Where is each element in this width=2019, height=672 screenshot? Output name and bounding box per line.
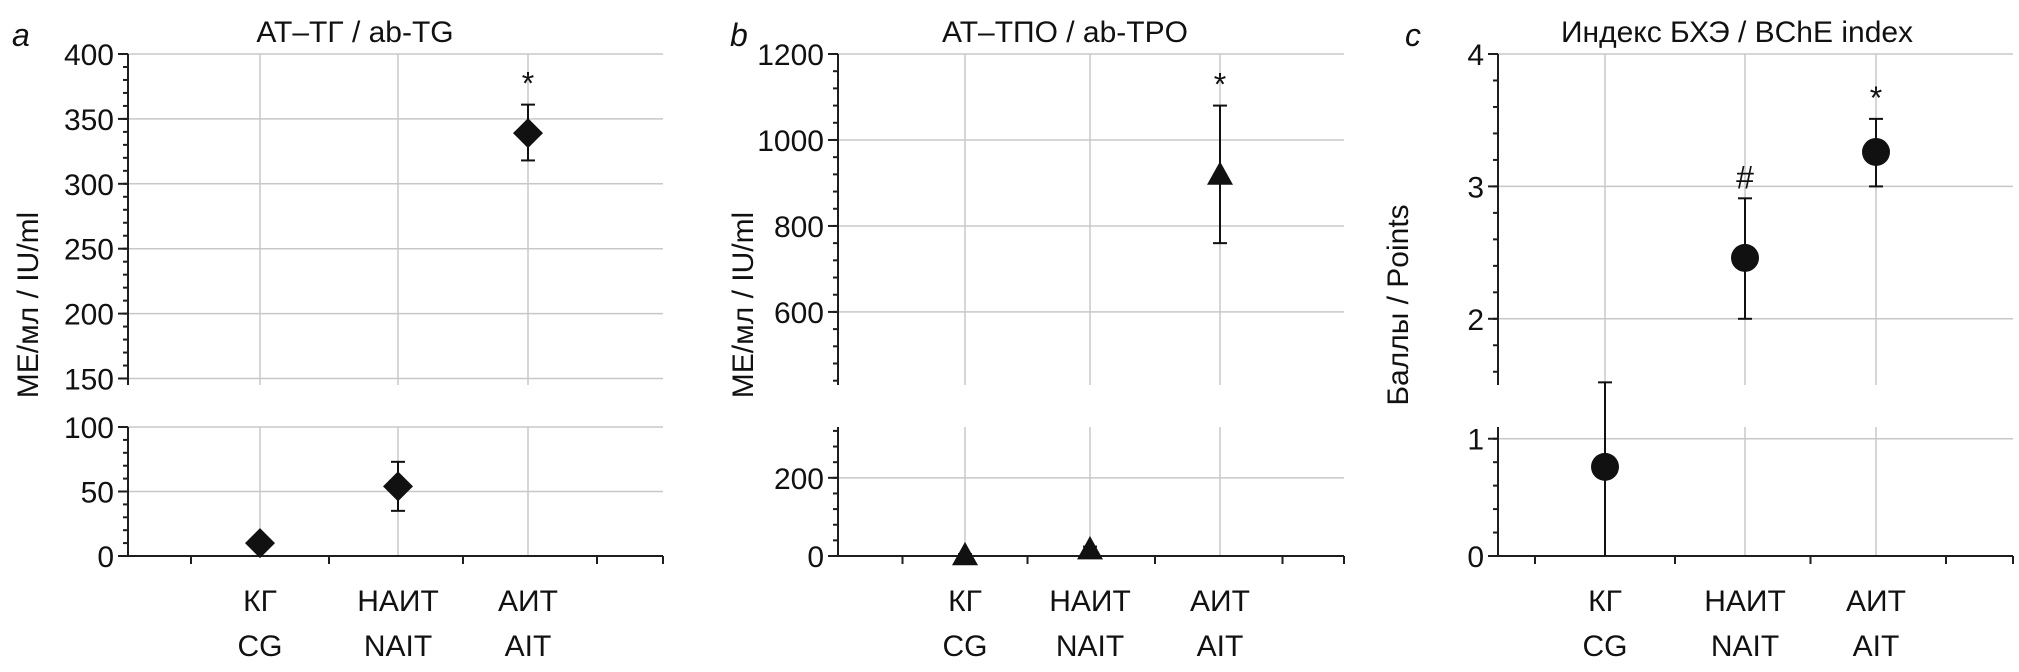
category-label-ru: КГ — [1588, 585, 1622, 618]
y-axis-title: МЕ/мл / IU/ml — [727, 212, 760, 398]
category-label-en: NAIT — [1056, 630, 1124, 663]
category-label-ru: НАИТ — [357, 585, 439, 618]
panel-b: b АТ–ТПО / ab-TPO МЕ/мл / IU/ml 600 800 1000 1… — [727, 16, 1345, 663]
y-tick-label: 100 — [64, 412, 114, 445]
y-tick-label: 150 — [64, 364, 114, 397]
y-tick-label: 1200 — [757, 39, 824, 72]
significance-marker: * — [1214, 67, 1226, 103]
y-tick-label: 800 — [774, 211, 824, 244]
data-point-diamond — [513, 118, 543, 149]
y-axis-title: МЕ/мл / IU/ml — [12, 212, 45, 398]
panel-a: a АТ–ТГ / ab-TG МЕ/мл / IU/ml 150 200 250 300 3… — [12, 16, 664, 663]
data-point-circle — [1731, 243, 1759, 272]
y-tick-label: 50 — [81, 477, 114, 510]
category-label-en: AIT — [505, 630, 552, 663]
y-tick-label: 3 — [1467, 171, 1484, 204]
y-tick-label: 0 — [1467, 541, 1484, 574]
data-point-triangle — [952, 541, 978, 566]
y-tick-label: 600 — [774, 297, 824, 330]
y-tick-label: 350 — [64, 104, 114, 137]
panel-title: АТ–ТГ / ab-TG — [256, 16, 453, 49]
y-tick-label: 200 — [64, 299, 114, 332]
y-tick-label: 400 — [64, 39, 114, 72]
significance-marker: * — [522, 66, 534, 102]
category-label-en: CG — [1583, 630, 1628, 663]
category-label-en: CG — [238, 630, 283, 663]
category-label-en: AIT — [1853, 630, 1900, 663]
category-label-ru: КГ — [948, 585, 982, 618]
category-label-en: NAIT — [364, 630, 432, 663]
y-tick-label: 0 — [807, 541, 824, 574]
data-point-triangle — [1207, 161, 1233, 185]
data-point-circle — [1591, 452, 1619, 481]
data-point-circle — [1862, 137, 1890, 166]
panel-letter: c — [1405, 17, 1421, 53]
panel-letter: a — [12, 17, 30, 53]
category-label-ru: АИТ — [1846, 585, 1906, 618]
data-point-triangle — [1077, 535, 1103, 560]
y-tick-label: 200 — [774, 463, 824, 496]
category-label-ru: АИТ — [1190, 585, 1250, 618]
panel-title: Индекс БХЭ / BChE index — [1561, 16, 1913, 49]
panel-letter: b — [730, 17, 748, 53]
category-label-ru: НАИТ — [1704, 585, 1786, 618]
significance-marker: # — [1736, 159, 1754, 195]
category-label-en: CG — [943, 630, 988, 663]
y-tick-label: 0 — [97, 541, 114, 574]
category-label-en: AIT — [1197, 630, 1244, 663]
panel-title: АТ–ТПО / ab-TPO — [942, 16, 1188, 49]
category-label-en: NAIT — [1711, 630, 1779, 663]
category-label-ru: АИТ — [498, 585, 558, 618]
y-tick-label: 2 — [1467, 304, 1484, 337]
significance-marker: * — [1870, 80, 1882, 116]
data-point-diamond — [245, 528, 275, 559]
y-tick-label: 300 — [64, 169, 114, 202]
y-tick-label: 1 — [1467, 424, 1484, 457]
panel-c: c Индекс БХЭ / BChE index Баллы / Points 2 3… — [1382, 16, 2014, 663]
category-label-ru: НАИТ — [1049, 585, 1131, 618]
y-tick-label: 4 — [1467, 39, 1484, 72]
y-axis-title: Баллы / Points — [1382, 204, 1415, 405]
y-tick-label: 250 — [64, 234, 114, 267]
data-point-diamond — [383, 471, 413, 502]
category-label-ru: КГ — [243, 585, 277, 618]
y-tick-label: 1000 — [757, 125, 824, 158]
